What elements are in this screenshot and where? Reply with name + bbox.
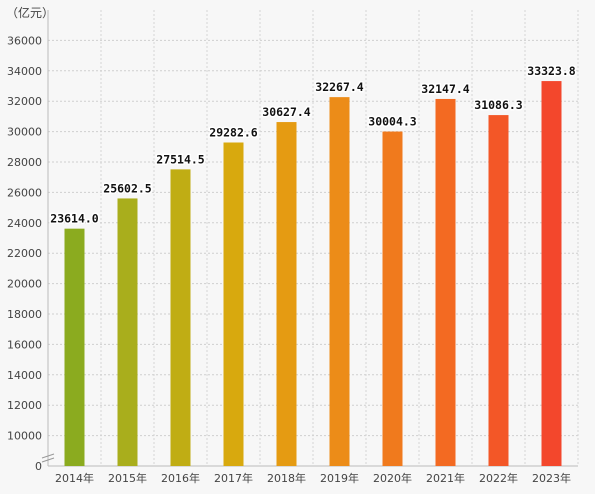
bar-value-label: 27514.5 bbox=[156, 152, 205, 166]
x-tick-label: 2022年 bbox=[479, 471, 518, 485]
value-labels: 23614.0 25602.5 27514.5 29282.6 30627.4 32267… bbox=[49, 63, 578, 228]
bar-value-label: 23614.0 bbox=[50, 212, 99, 226]
bar-value-label: 32267.4 bbox=[315, 80, 364, 94]
bar bbox=[329, 97, 350, 466]
bar-value-label: 30627.4 bbox=[262, 105, 311, 119]
y-tick-label: 28000 bbox=[7, 156, 42, 169]
y-tick-label: 0 bbox=[35, 460, 42, 473]
bar-value-label: 31086.3 bbox=[474, 98, 523, 112]
x-tick-label: 2020年 bbox=[373, 471, 412, 485]
y-tick-label: 16000 bbox=[7, 338, 42, 351]
x-tick-label: 2023年 bbox=[532, 471, 571, 485]
bar bbox=[170, 169, 191, 467]
y-tick-label: 20000 bbox=[7, 278, 42, 291]
y-tick-label: 10000 bbox=[7, 430, 42, 443]
y-tick-label: 24000 bbox=[7, 217, 42, 230]
y-axis-unit-label: （亿元） bbox=[6, 5, 54, 20]
x-tick-label: 2021年 bbox=[426, 471, 465, 485]
y-tick-label: 22000 bbox=[7, 247, 42, 260]
bar-value-label: 29282.6 bbox=[209, 126, 258, 140]
bar-value-label: 32147.4 bbox=[421, 82, 470, 96]
y-tick-label: 12000 bbox=[7, 399, 42, 412]
y-tick-label: 14000 bbox=[7, 369, 42, 382]
bar-value-label: 30004.3 bbox=[368, 115, 417, 129]
bar bbox=[541, 81, 562, 466]
x-tick-label: 2014年 bbox=[55, 471, 94, 485]
x-tick-label: 2019年 bbox=[320, 471, 359, 485]
x-tick-label: 2017年 bbox=[214, 471, 253, 485]
bar bbox=[117, 198, 138, 466]
bar bbox=[435, 98, 456, 466]
y-tick-label: 26000 bbox=[7, 186, 42, 199]
y-tick-label: 36000 bbox=[7, 34, 42, 47]
bars bbox=[64, 81, 562, 467]
y-tick-label: 34000 bbox=[7, 65, 42, 78]
x-tick-label: 2016年 bbox=[161, 471, 200, 485]
bar-value-label: 25602.5 bbox=[103, 181, 152, 195]
x-tick-label: 2015年 bbox=[108, 471, 147, 485]
bar bbox=[382, 131, 403, 466]
bar bbox=[223, 142, 244, 466]
y-tick-label: 32000 bbox=[7, 95, 42, 108]
y-axis-ticks: 0 10000 12000 14000 16000 18000 20000 22000 2400… bbox=[7, 34, 42, 473]
bar bbox=[488, 115, 509, 466]
x-axis-ticks: 2014年 2015年 2016年 2017年 2018年 2019年 2020年 2021年… bbox=[55, 471, 571, 485]
x-tick-label: 2018年 bbox=[267, 471, 306, 485]
y-axis-break-marker bbox=[41, 453, 55, 463]
bar bbox=[276, 122, 297, 466]
bar bbox=[64, 228, 85, 466]
bar-value-label: 33323.8 bbox=[527, 64, 576, 78]
y-tick-label: 18000 bbox=[7, 308, 42, 321]
y-tick-label: 30000 bbox=[7, 126, 42, 139]
